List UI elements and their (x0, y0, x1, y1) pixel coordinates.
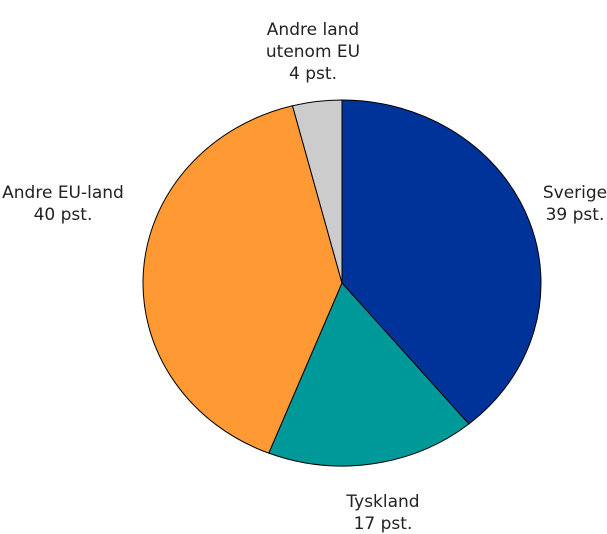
pie-label-andre-eu-land: Andre EU-land 40 pst. (2, 183, 124, 225)
pie-label-line: Andre EU-land (2, 183, 124, 203)
pie-label-line: 39 pst. (546, 205, 605, 225)
pie-label-line: Andre land (267, 20, 359, 40)
pie-label-andre-land-utenom-eu: Andre land utenom EU 4 pst. (266, 20, 360, 84)
pie-label-line: Tyskland (345, 492, 419, 512)
pie-label-line: 40 pst. (34, 205, 93, 225)
pie-labels: Sverige 39 pst. Tyskland 17 pst. Andre EU-la… (2, 20, 607, 534)
pie-label-line: Sverige (543, 183, 607, 203)
pie-slice-tyskland (268, 282, 470, 467)
pie-label-line: 17 pst. (354, 514, 413, 534)
pie-slice-andre-eu-land (142, 105, 343, 454)
pie-slice-sverige (341, 99, 542, 425)
pie-label-line: utenom EU (266, 42, 360, 62)
pie-slices (142, 99, 542, 467)
pie-label-line: 4 pst. (289, 64, 337, 84)
pie-label-sverige: Sverige 39 pst. (543, 183, 607, 225)
pie-label-tyskland: Tyskland 17 pst. (345, 492, 419, 534)
pie-slice-andre-land-utenom-eu (292, 99, 343, 284)
